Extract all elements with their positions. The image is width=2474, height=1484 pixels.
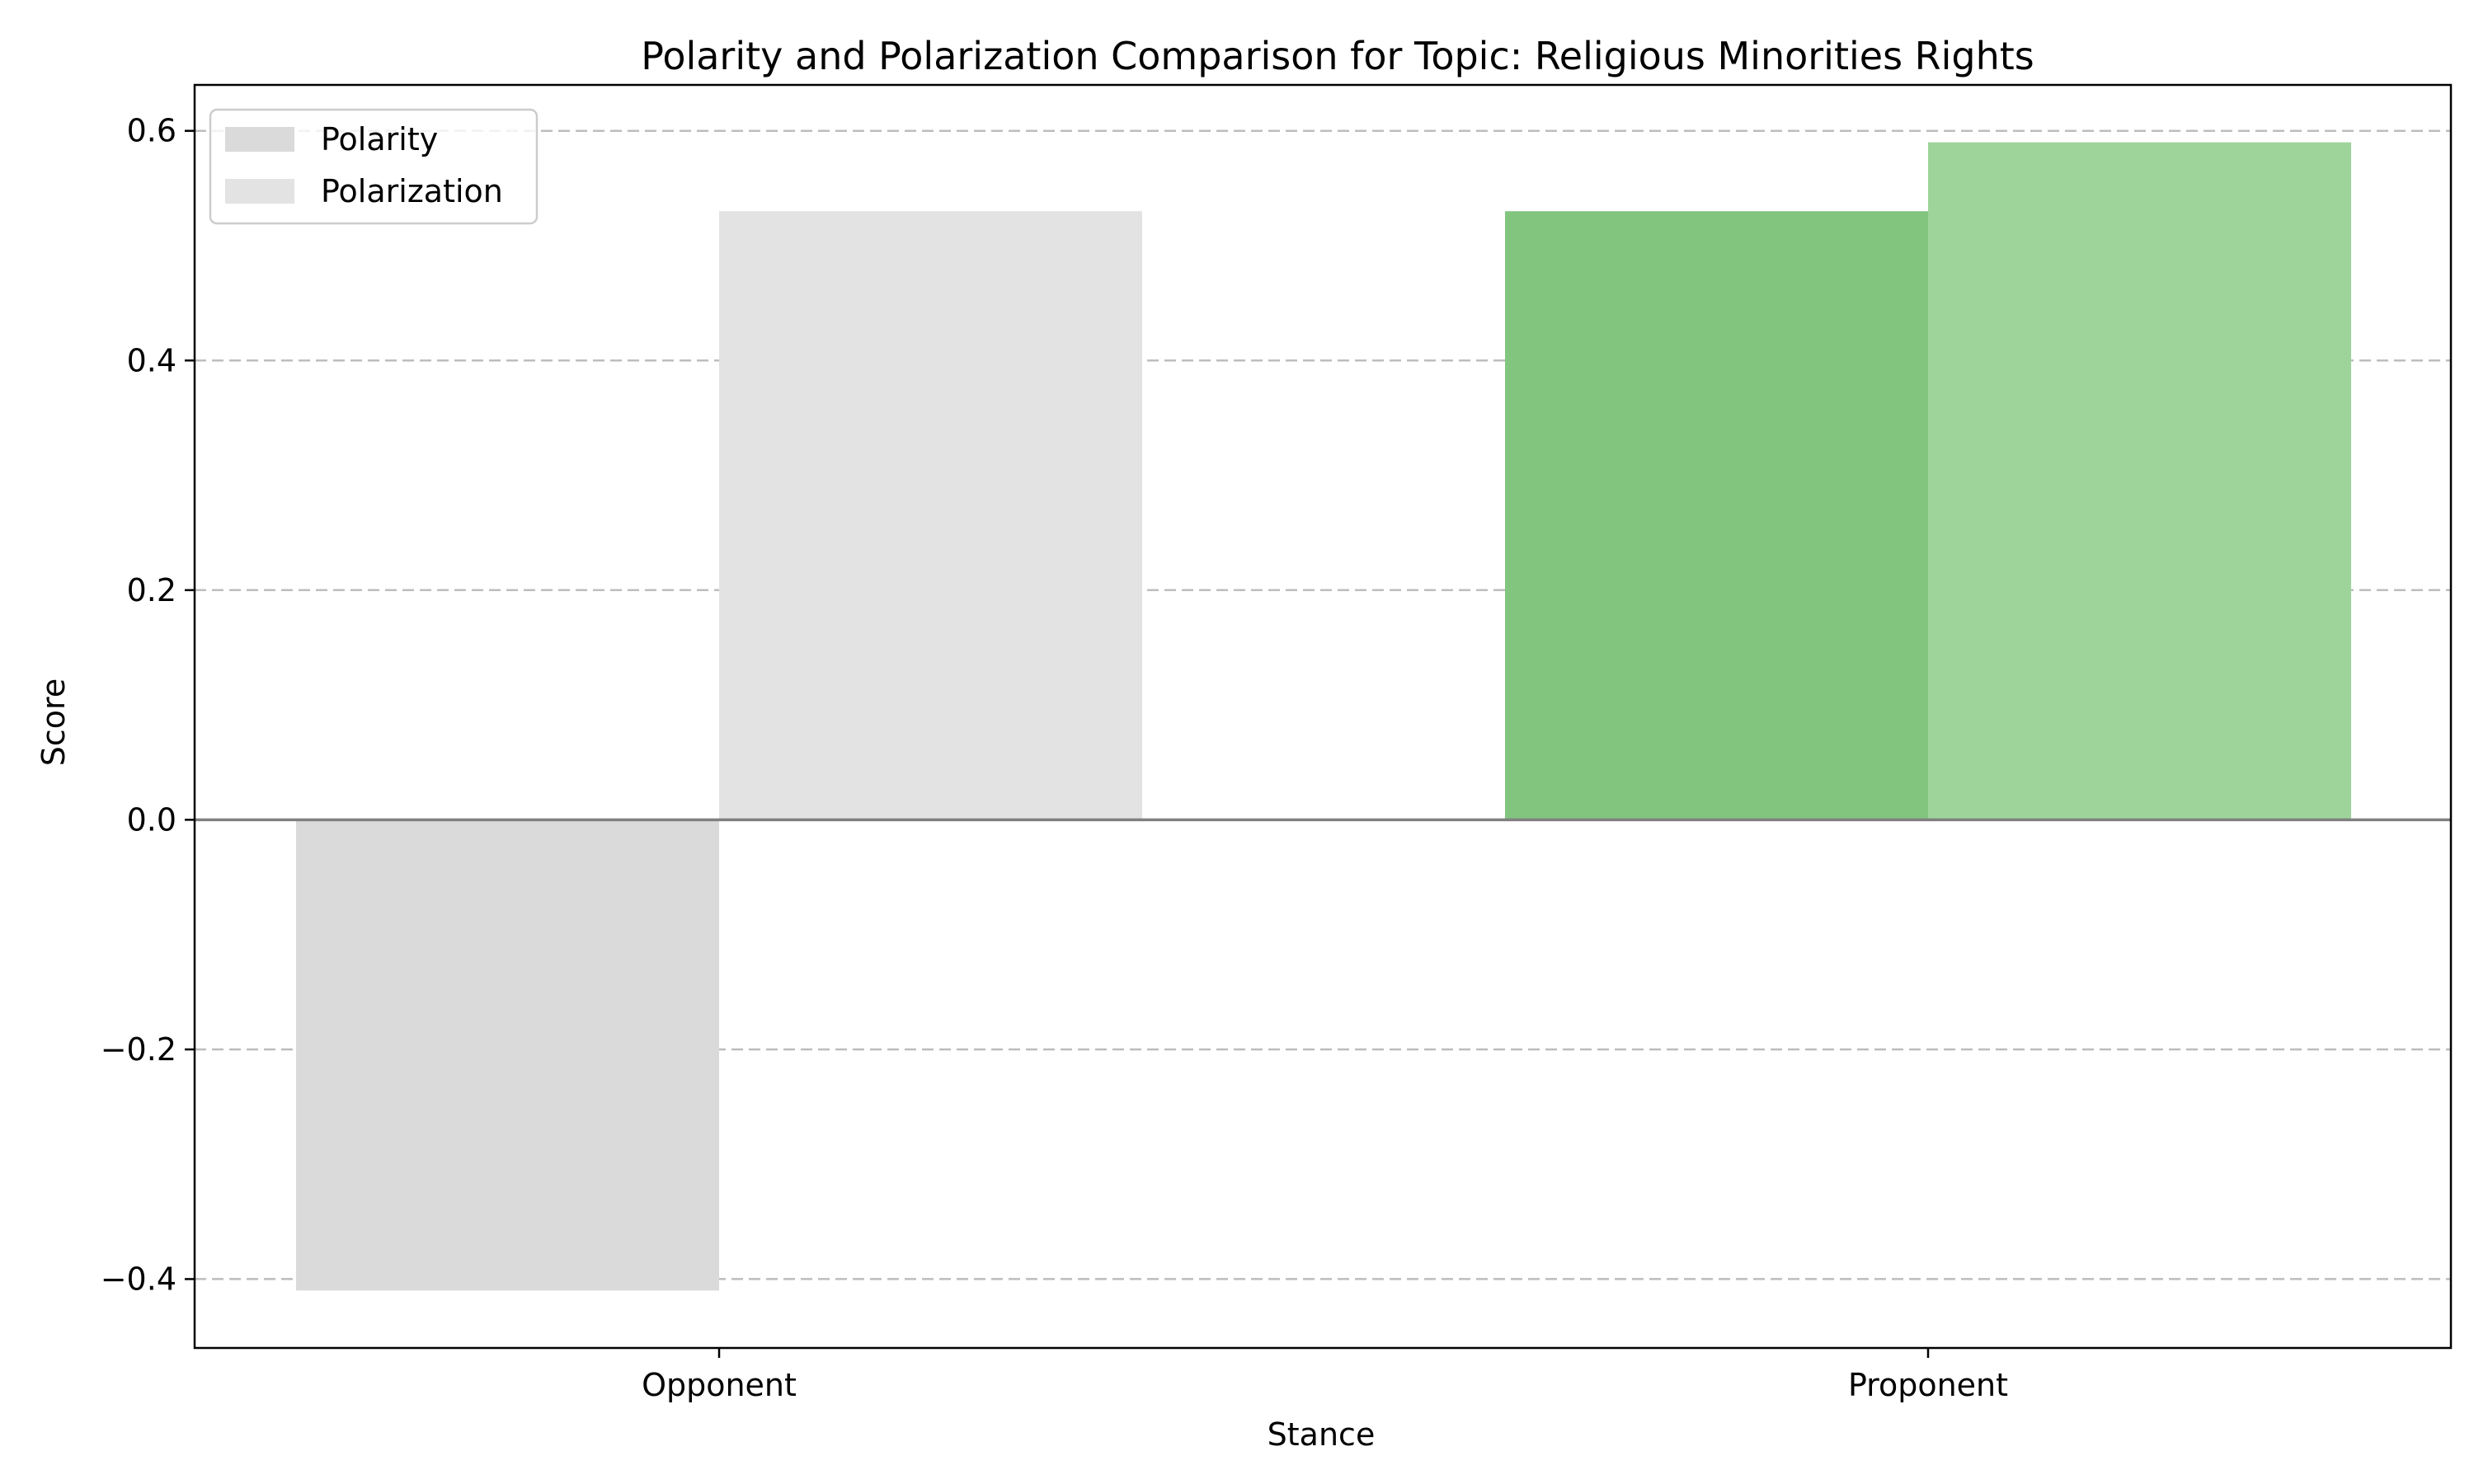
y-tick-label: 0.0 xyxy=(127,801,176,838)
y-tick-label: −0.4 xyxy=(101,1261,176,1297)
bar-polarization-opponent xyxy=(719,211,1142,820)
x-tick-label-opponent: Opponent xyxy=(642,1367,797,1403)
x-axis-ticks: Opponent Proponent xyxy=(642,1348,2008,1403)
bars xyxy=(296,142,2351,1291)
bar-polarity-proponent xyxy=(1505,211,1928,820)
x-tick-label-proponent: Proponent xyxy=(1848,1367,2008,1403)
y-axis-label: Score xyxy=(35,679,72,766)
y-tick-label: 0.2 xyxy=(127,572,176,608)
legend-swatch-polarization xyxy=(225,179,294,204)
y-tick-label: 0.6 xyxy=(127,113,176,149)
y-tick-label: −0.2 xyxy=(101,1031,176,1068)
x-axis-label: Stance xyxy=(1268,1416,1376,1453)
chart-title: Polarity and Polarization Comparison for… xyxy=(641,34,2034,78)
plot-frame xyxy=(193,83,2453,1350)
bar-polarization-proponent xyxy=(1928,142,2351,820)
y-axis-ticks: −0.4 −0.2 0.0 0.2 0.4 0.6 xyxy=(101,113,195,1297)
legend-swatch-polarity xyxy=(225,127,294,152)
bar-polarity-opponent xyxy=(296,819,719,1291)
legend-label-polarity: Polarity xyxy=(321,121,438,157)
legend: Polarity Polarization xyxy=(209,108,539,225)
legend-label-polarization: Polarization xyxy=(321,173,503,209)
y-tick-label: 0.4 xyxy=(127,342,176,378)
